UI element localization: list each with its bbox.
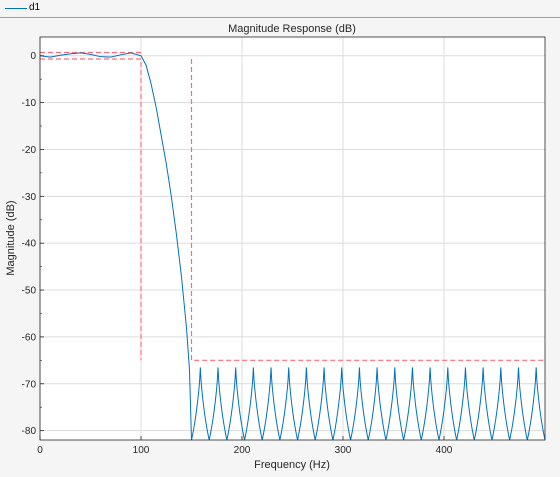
series-line-d1[interactable] — [39, 52, 546, 441]
y-tick-label-1: -10 — [22, 98, 37, 109]
y-tick-label-6: -60 — [22, 332, 37, 343]
x-tick-label-0: 0 — [37, 445, 43, 456]
y-tick-label-5: -50 — [22, 286, 37, 297]
y-tick-label-2: -20 — [22, 145, 37, 156]
legend-label-d1[interactable]: d1 — [29, 2, 41, 13]
legend-bar: d1 — [0, 0, 560, 18]
mask-stopband_edge — [190, 59, 545, 361]
legend-swatch-d1 — [5, 8, 27, 9]
y-tick-label-7: -70 — [22, 379, 37, 390]
x-axis-label: Frequency (Hz) — [254, 459, 330, 471]
y-tick-label-3: -30 — [22, 192, 37, 203]
y-tick-label-0: 0 — [30, 51, 36, 62]
x-tick-label-1: 100 — [133, 445, 150, 456]
plot-area[interactable] — [40, 37, 545, 440]
plot-frame — [39, 36, 546, 441]
axis-ticks: 0 100 200 300 400 0 -10 -20 -30 -40 -50 -60 -70 -80 — [22, 51, 453, 456]
x-tick-label-2: 200 — [234, 445, 251, 456]
grid-lines — [39, 37, 545, 440]
y-tick-label-8: -80 — [22, 426, 37, 437]
y-tick-label-4: -40 — [22, 239, 37, 250]
y-axis-label: Magnitude (dB) — [5, 200, 17, 275]
mask-lower_passband — [40, 58, 142, 361]
chart-title: Magnitude Response (dB) — [228, 23, 356, 35]
x-tick-label-4: 400 — [436, 445, 453, 456]
x-tick-label-3: 300 — [335, 445, 352, 456]
spec-mask — [40, 51, 545, 361]
